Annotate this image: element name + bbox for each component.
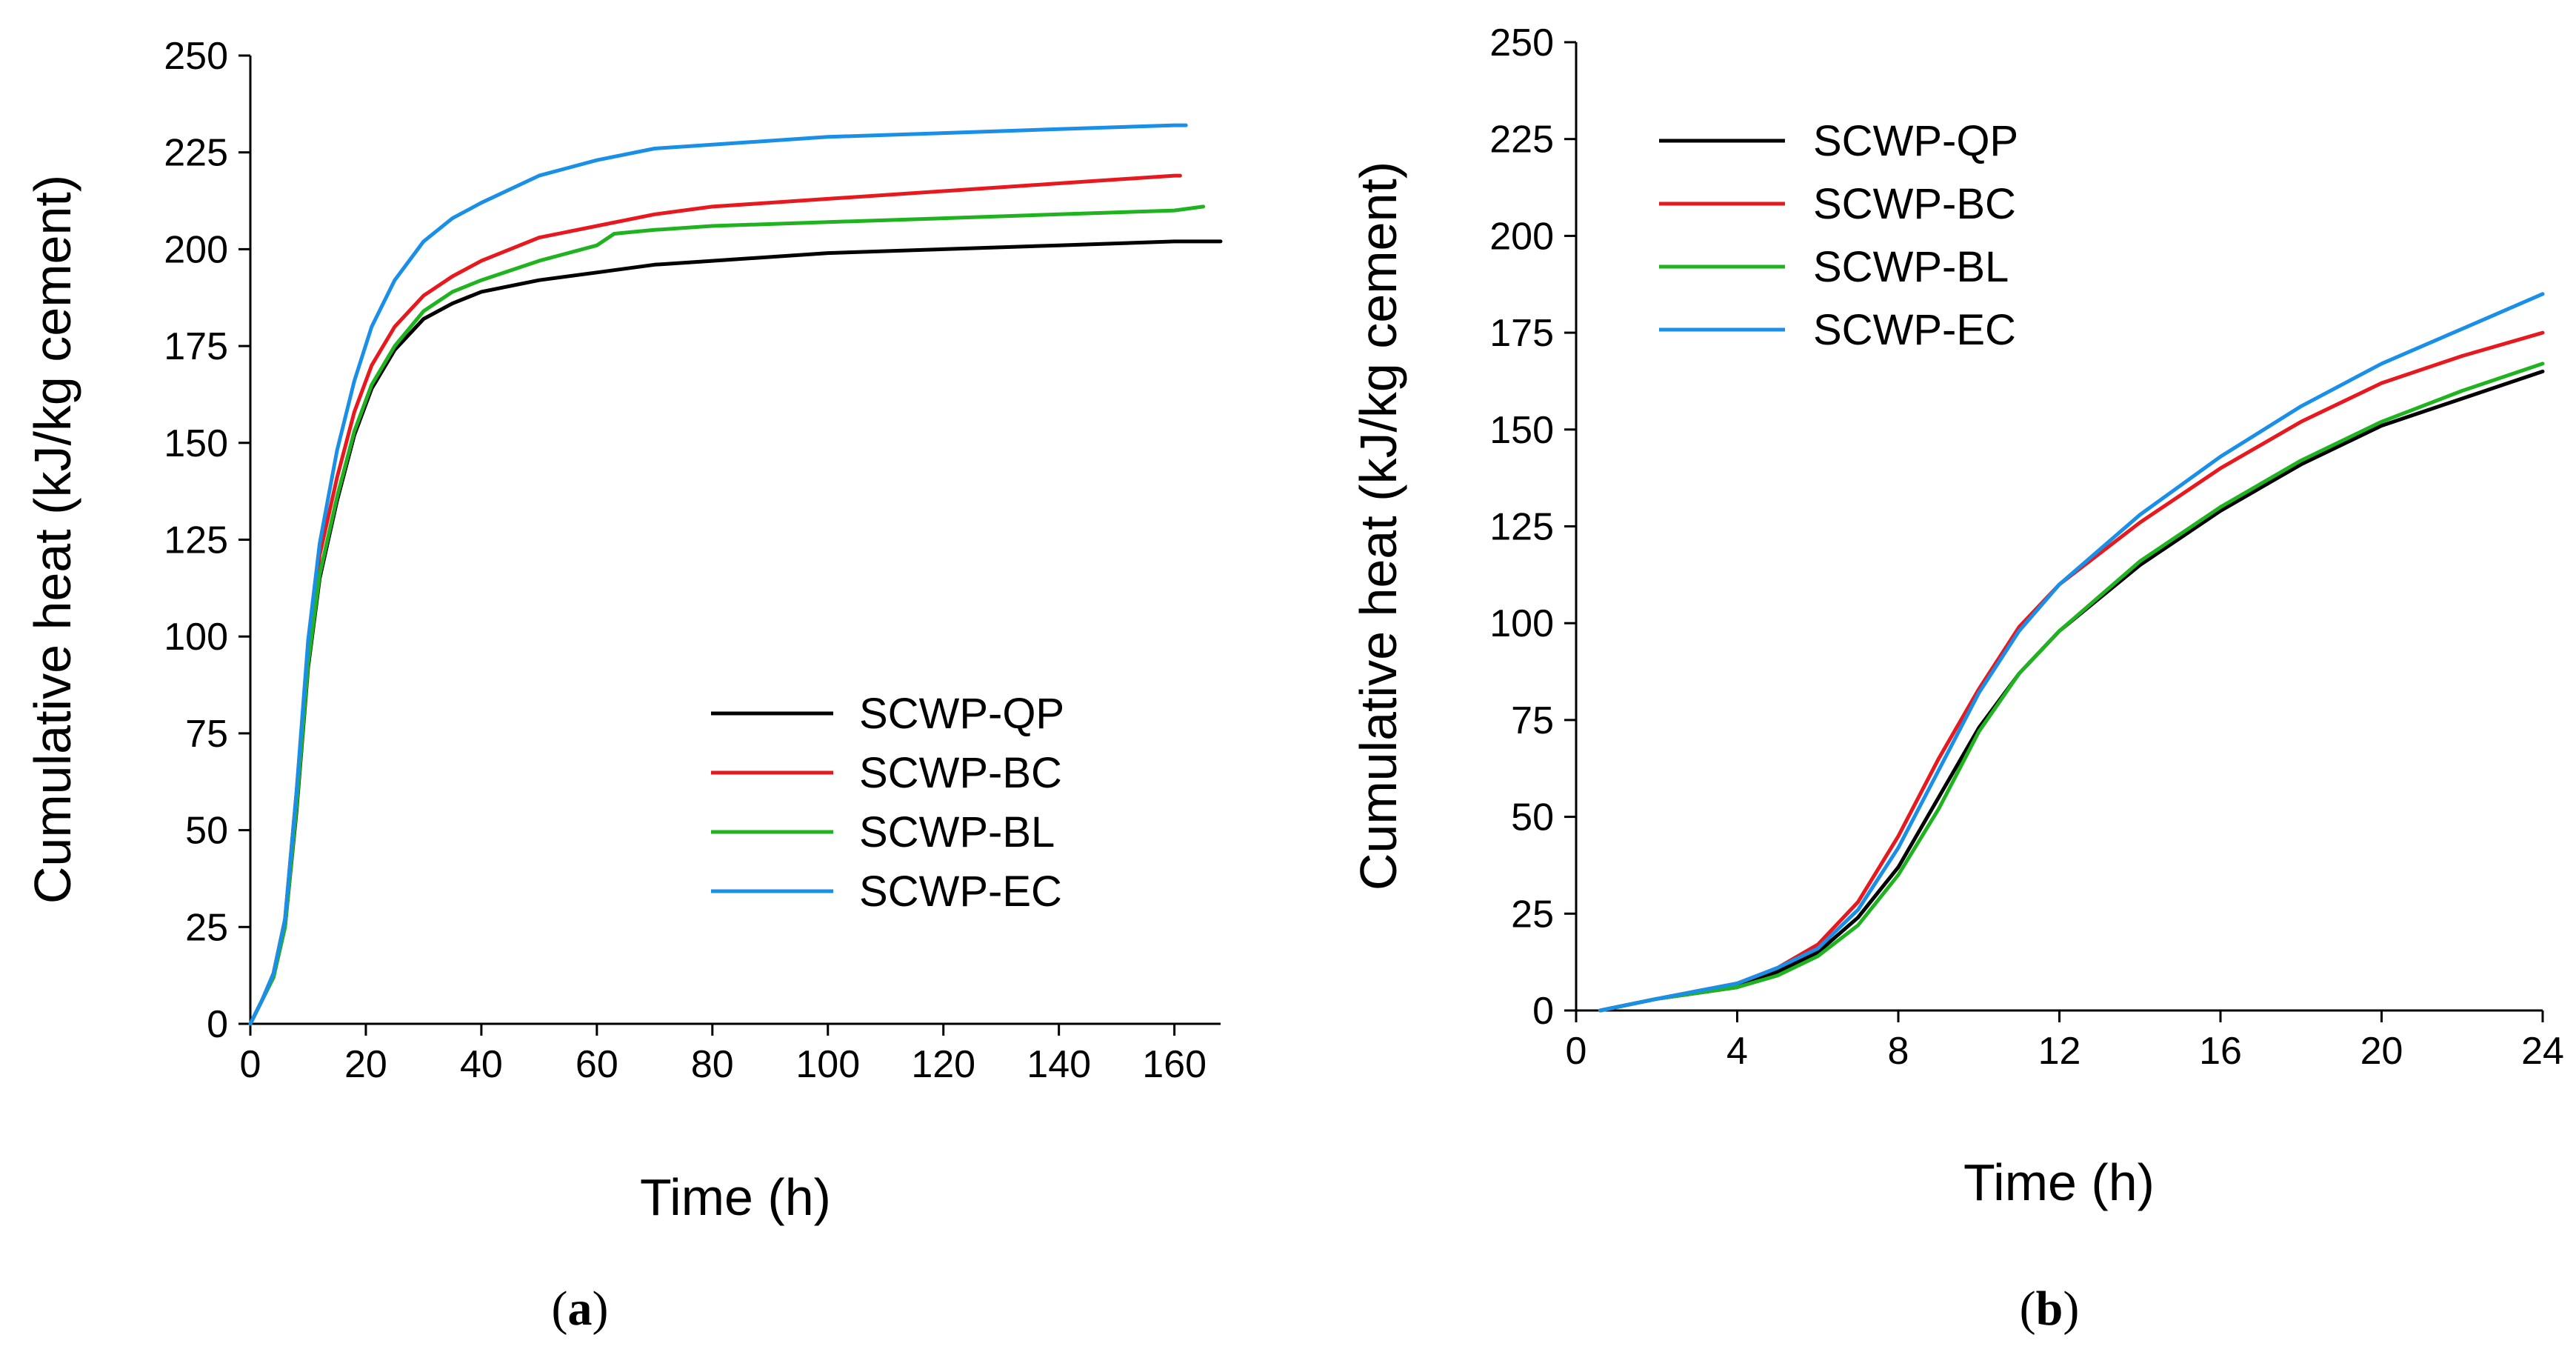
legend-label-a-2: SCWP-BL — [859, 808, 1055, 856]
ticks-b: 0 4 8 12 16 20 24 0 25 50 75 100 125 150 175 200 225 250 — [1489, 21, 2564, 1073]
y-tick-label-a-6: 150 — [164, 422, 228, 465]
y-tick-label-a-0: 0 — [207, 1003, 228, 1046]
y-tick-label-b-7: 175 — [1489, 312, 1554, 355]
x-tick-label-b-3: 12 — [2038, 1030, 2081, 1073]
y-tick-label-b-5: 125 — [1489, 506, 1554, 549]
x-tick-label-a-5: 100 — [795, 1043, 860, 1086]
legend-label-a-0: SCWP-QP — [859, 690, 1064, 738]
x-tick-label-b-5: 20 — [2360, 1030, 2403, 1073]
x-tick-label-a-2: 40 — [460, 1043, 503, 1086]
series-line-b-scwp-bc — [1601, 333, 2543, 1010]
y-tick-label-b-10: 250 — [1489, 21, 1554, 64]
x-tick-label-a-3: 60 — [575, 1043, 618, 1086]
series-line-b-scwp-bl — [1601, 364, 2543, 1010]
y-tick-label-b-2: 50 — [1511, 796, 1554, 839]
series-b — [1601, 294, 2543, 1010]
legend-label-a-3: SCWP-EC — [859, 868, 1062, 916]
x-tick-label-b-1: 4 — [1726, 1030, 1748, 1073]
y-axis-label-a: Cumulative heat (kJ/kg cement) — [24, 175, 81, 904]
x-axis-label-b: Time (h) — [1963, 1153, 2155, 1211]
y-tick-label-a-1: 25 — [185, 906, 228, 949]
series-line-b-scwp-qp — [1601, 371, 2543, 1010]
y-tick-label-b-4: 100 — [1489, 602, 1554, 645]
x-tick-label-b-4: 16 — [2199, 1030, 2242, 1073]
plot-area-a — [250, 56, 1221, 1024]
y-tick-label-a-7: 175 — [164, 325, 228, 368]
chart-panel-b: 0 4 8 12 16 20 240255075100125150175200225250 … — [1349, 21, 2564, 1336]
x-tick-label-a-4: 80 — [691, 1043, 734, 1086]
plot-area-b — [1576, 42, 2543, 1010]
legend-label-b-3: SCWP-EC — [1813, 306, 2016, 354]
y-tick-label-a-3: 75 — [185, 713, 228, 756]
legend-a: SCWP-QP SCWP-BC SCWP-BL SCWP-EC — [711, 690, 1064, 916]
y-tick-label-a-10: 250 — [164, 35, 228, 78]
figure: 0 20 40 60 80 100 120 140 1600255075100125150175… — [0, 0, 2576, 1352]
x-tick-label-b-0: 0 — [1566, 1030, 1587, 1073]
y-tick-label-a-4: 100 — [164, 616, 228, 659]
y-tick-label-b-0: 0 — [1532, 990, 1554, 1033]
legend-b: SCWP-QP SCWP-BC SCWP-BL SCWP-EC — [1659, 117, 2018, 354]
y-tick-label-a-8: 200 — [164, 228, 228, 271]
chart-panel-a: 0 20 40 60 80 100 120 140 160 0 25 50 75 100 125 150 175… — [24, 35, 1221, 1336]
series-a — [250, 125, 1221, 1024]
series-line-b-scwp-ec — [1601, 294, 2543, 1010]
y-axis-label-b: Cumulative heat (kJ/kg cement) — [1349, 161, 1407, 890]
caption-a: (a) — [552, 1282, 609, 1336]
legend-label-b-1: SCWP-BC — [1813, 180, 2016, 228]
y-tick-label-a-9: 225 — [164, 132, 228, 175]
legend-label-b-2: SCWP-BL — [1813, 243, 2009, 291]
series-line-a-scwp-qp — [250, 242, 1221, 1024]
y-tick-label-b-3: 75 — [1511, 699, 1554, 742]
legend-label-b-0: SCWP-QP — [1813, 117, 2018, 165]
y-tick-label-b-9: 225 — [1489, 119, 1554, 161]
y-tick-label-b-6: 150 — [1489, 409, 1554, 452]
x-axis-label-a: Time (h) — [640, 1168, 831, 1226]
y-tick-label-a-2: 50 — [185, 810, 228, 853]
y-tick-label-b-1: 25 — [1511, 893, 1554, 936]
x-tick-label-a-1: 20 — [344, 1043, 387, 1086]
x-tick-label-b-2: 8 — [1888, 1030, 1909, 1073]
x-tick-label-b-6: 24 — [2521, 1030, 2564, 1073]
x-tick-label-a-0: 0 — [240, 1043, 261, 1086]
x-tick-label-a-7: 140 — [1027, 1043, 1091, 1086]
y-tick-label-a-5: 125 — [164, 519, 228, 562]
x-tick-label-a-8: 160 — [1142, 1043, 1207, 1086]
caption-b: (b) — [2020, 1282, 2080, 1336]
x-tick-label-a-6: 120 — [911, 1043, 975, 1086]
caption-letter-a: a — [568, 1282, 593, 1336]
caption-letter-b: b — [2036, 1282, 2063, 1336]
y-tick-label-b-8: 200 — [1489, 215, 1554, 258]
legend-label-a-1: SCWP-BC — [859, 749, 1062, 797]
